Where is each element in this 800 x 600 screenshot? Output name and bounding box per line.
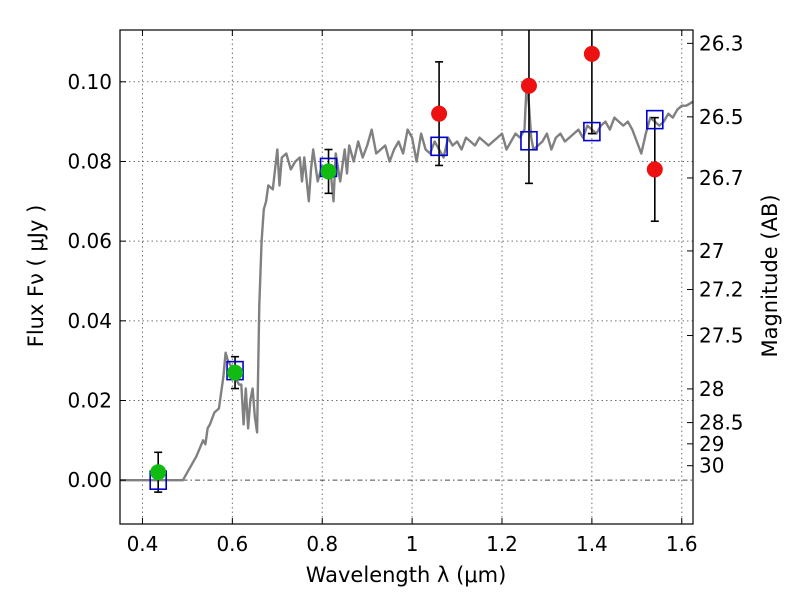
model-flux-square bbox=[583, 121, 601, 142]
y2-tick-label: 28 bbox=[699, 377, 724, 401]
green-flux-point bbox=[320, 163, 337, 180]
y2-axis-title: Magnitude (AB) bbox=[758, 194, 782, 357]
x-tick-label: 0.8 bbox=[306, 532, 338, 556]
model-spectrum-line bbox=[120, 80, 694, 482]
green-flux-point bbox=[150, 464, 167, 481]
red-flux-point bbox=[583, 45, 600, 62]
model-spectrum-layer bbox=[120, 80, 694, 482]
red-flux-point bbox=[431, 105, 448, 122]
y-tick-label: 0.00 bbox=[67, 468, 112, 492]
green-flux-point bbox=[227, 364, 244, 381]
model-flux-square bbox=[430, 136, 448, 157]
y2-tick-label: 27.2 bbox=[699, 277, 744, 301]
x-tick-label: 1.6 bbox=[666, 532, 698, 556]
red-flux-point bbox=[520, 77, 537, 94]
y2-tick-label: 27.5 bbox=[699, 324, 744, 348]
y-tick-label: 0.08 bbox=[67, 149, 112, 173]
y2-tick-label: 30 bbox=[699, 454, 724, 478]
x-tick-label: 1 bbox=[406, 532, 419, 556]
x-tick-label: 1.2 bbox=[486, 532, 518, 556]
grid-layer bbox=[120, 30, 693, 524]
red-flux-point bbox=[646, 161, 663, 178]
error-bar bbox=[524, 30, 533, 185]
y-axis-title: Flux Fν ( μJy ) bbox=[24, 205, 48, 348]
y2-tick-label: 28.5 bbox=[699, 411, 744, 435]
y-tick-label: 0.06 bbox=[67, 229, 112, 253]
axis-ticks-layer: 0.4 0.6 0.8 1 1.2 1.4 1.6 0.00 0.02 0.04 0.06 0.08 0… bbox=[67, 30, 744, 556]
y-tick-label: 0.10 bbox=[67, 70, 112, 94]
y2-tick-label: 26.3 bbox=[699, 31, 744, 55]
x-axis-title: Wavelength λ (μm) bbox=[306, 563, 507, 587]
model-flux-square bbox=[520, 130, 538, 151]
photometry-points-layer bbox=[150, 45, 663, 481]
x-tick-label: 0.4 bbox=[127, 532, 159, 556]
y-tick-label: 0.02 bbox=[67, 389, 112, 413]
y2-tick-label: 27 bbox=[699, 239, 724, 263]
y2-tick-label: 29 bbox=[699, 432, 724, 456]
x-tick-label: 0.6 bbox=[216, 532, 248, 556]
y2-tick-label: 26.7 bbox=[699, 166, 744, 190]
y2-tick-label: 26.5 bbox=[699, 105, 744, 129]
open-square-layer bbox=[149, 109, 664, 490]
y-tick-label: 0.04 bbox=[67, 309, 112, 333]
errorbar-layer bbox=[154, 30, 659, 493]
x-tick-label: 1.4 bbox=[576, 532, 608, 556]
model-flux-square bbox=[645, 109, 664, 130]
plot-frame bbox=[119, 29, 694, 525]
